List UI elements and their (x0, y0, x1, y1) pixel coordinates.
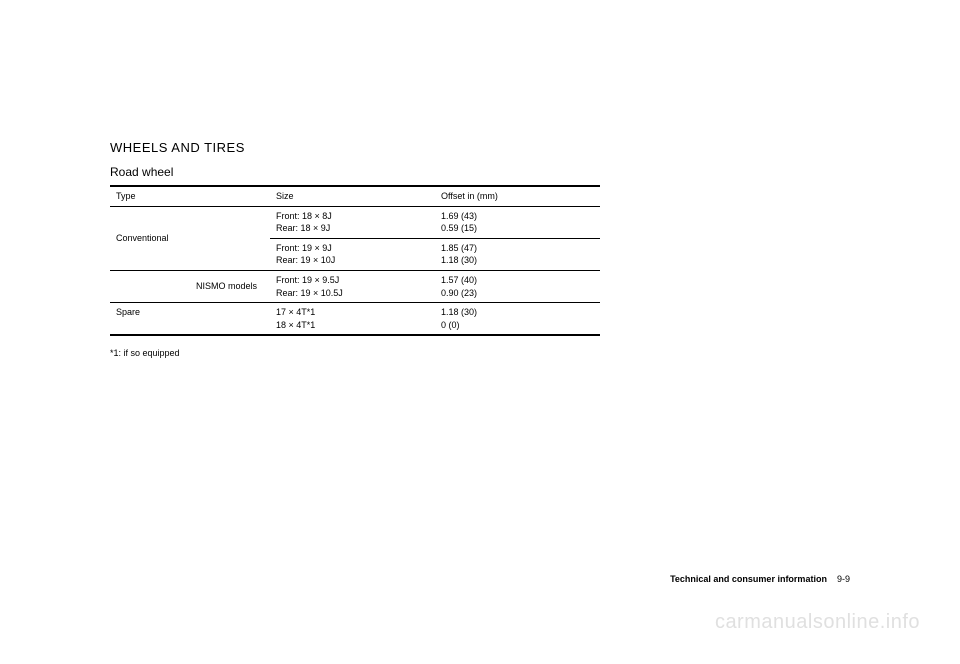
cell-offset: 1.85 (47) 1.18 (30) (435, 238, 600, 270)
footer-section: Technical and consumer information (670, 574, 827, 584)
header-size: Size (270, 186, 435, 206)
table-row: NISMO models Front: 19 × 9.5J Rear: 19 ×… (110, 270, 600, 302)
footer-page: 9-9 (837, 574, 850, 584)
cell-offset: 1.18 (30) 0 (0) (435, 303, 600, 336)
cell-offset: 1.69 (43) 0.59 (15) (435, 206, 600, 238)
cell-size: Front: 19 × 9J Rear: 19 × 10J (270, 238, 435, 270)
wheels-table: Type Size Offset in (mm) Conventional Fr… (110, 185, 600, 336)
cell-size: Front: 19 × 9.5J Rear: 19 × 10.5J (270, 270, 435, 302)
cell-offset: 1.57 (40) 0.90 (23) (435, 270, 600, 302)
subsection-title: Road wheel (110, 165, 850, 179)
section-title: WHEELS AND TIRES (110, 140, 850, 155)
table-row: Conventional Front: 18 × 8J Rear: 18 × 9… (110, 206, 600, 238)
watermark: carmanualsonline.info (715, 611, 920, 634)
cell-size: 17 × 4T*1 18 × 4T*1 (270, 303, 435, 336)
header-type: Type (110, 186, 270, 206)
cell-nismo: NISMO models (190, 270, 270, 302)
table-header-row: Type Size Offset in (mm) (110, 186, 600, 206)
cell-size: Front: 18 × 8J Rear: 18 × 9J (270, 206, 435, 238)
header-offset: Offset in (mm) (435, 186, 600, 206)
footnote: *1: if so equipped (110, 348, 850, 358)
cell-conventional: Conventional (110, 206, 270, 270)
cell-spare: Spare (110, 303, 270, 336)
table-row: Spare 17 × 4T*1 18 × 4T*1 1.18 (30) 0 (0… (110, 303, 600, 336)
page-footer: Technical and consumer information 9-9 (670, 574, 850, 584)
